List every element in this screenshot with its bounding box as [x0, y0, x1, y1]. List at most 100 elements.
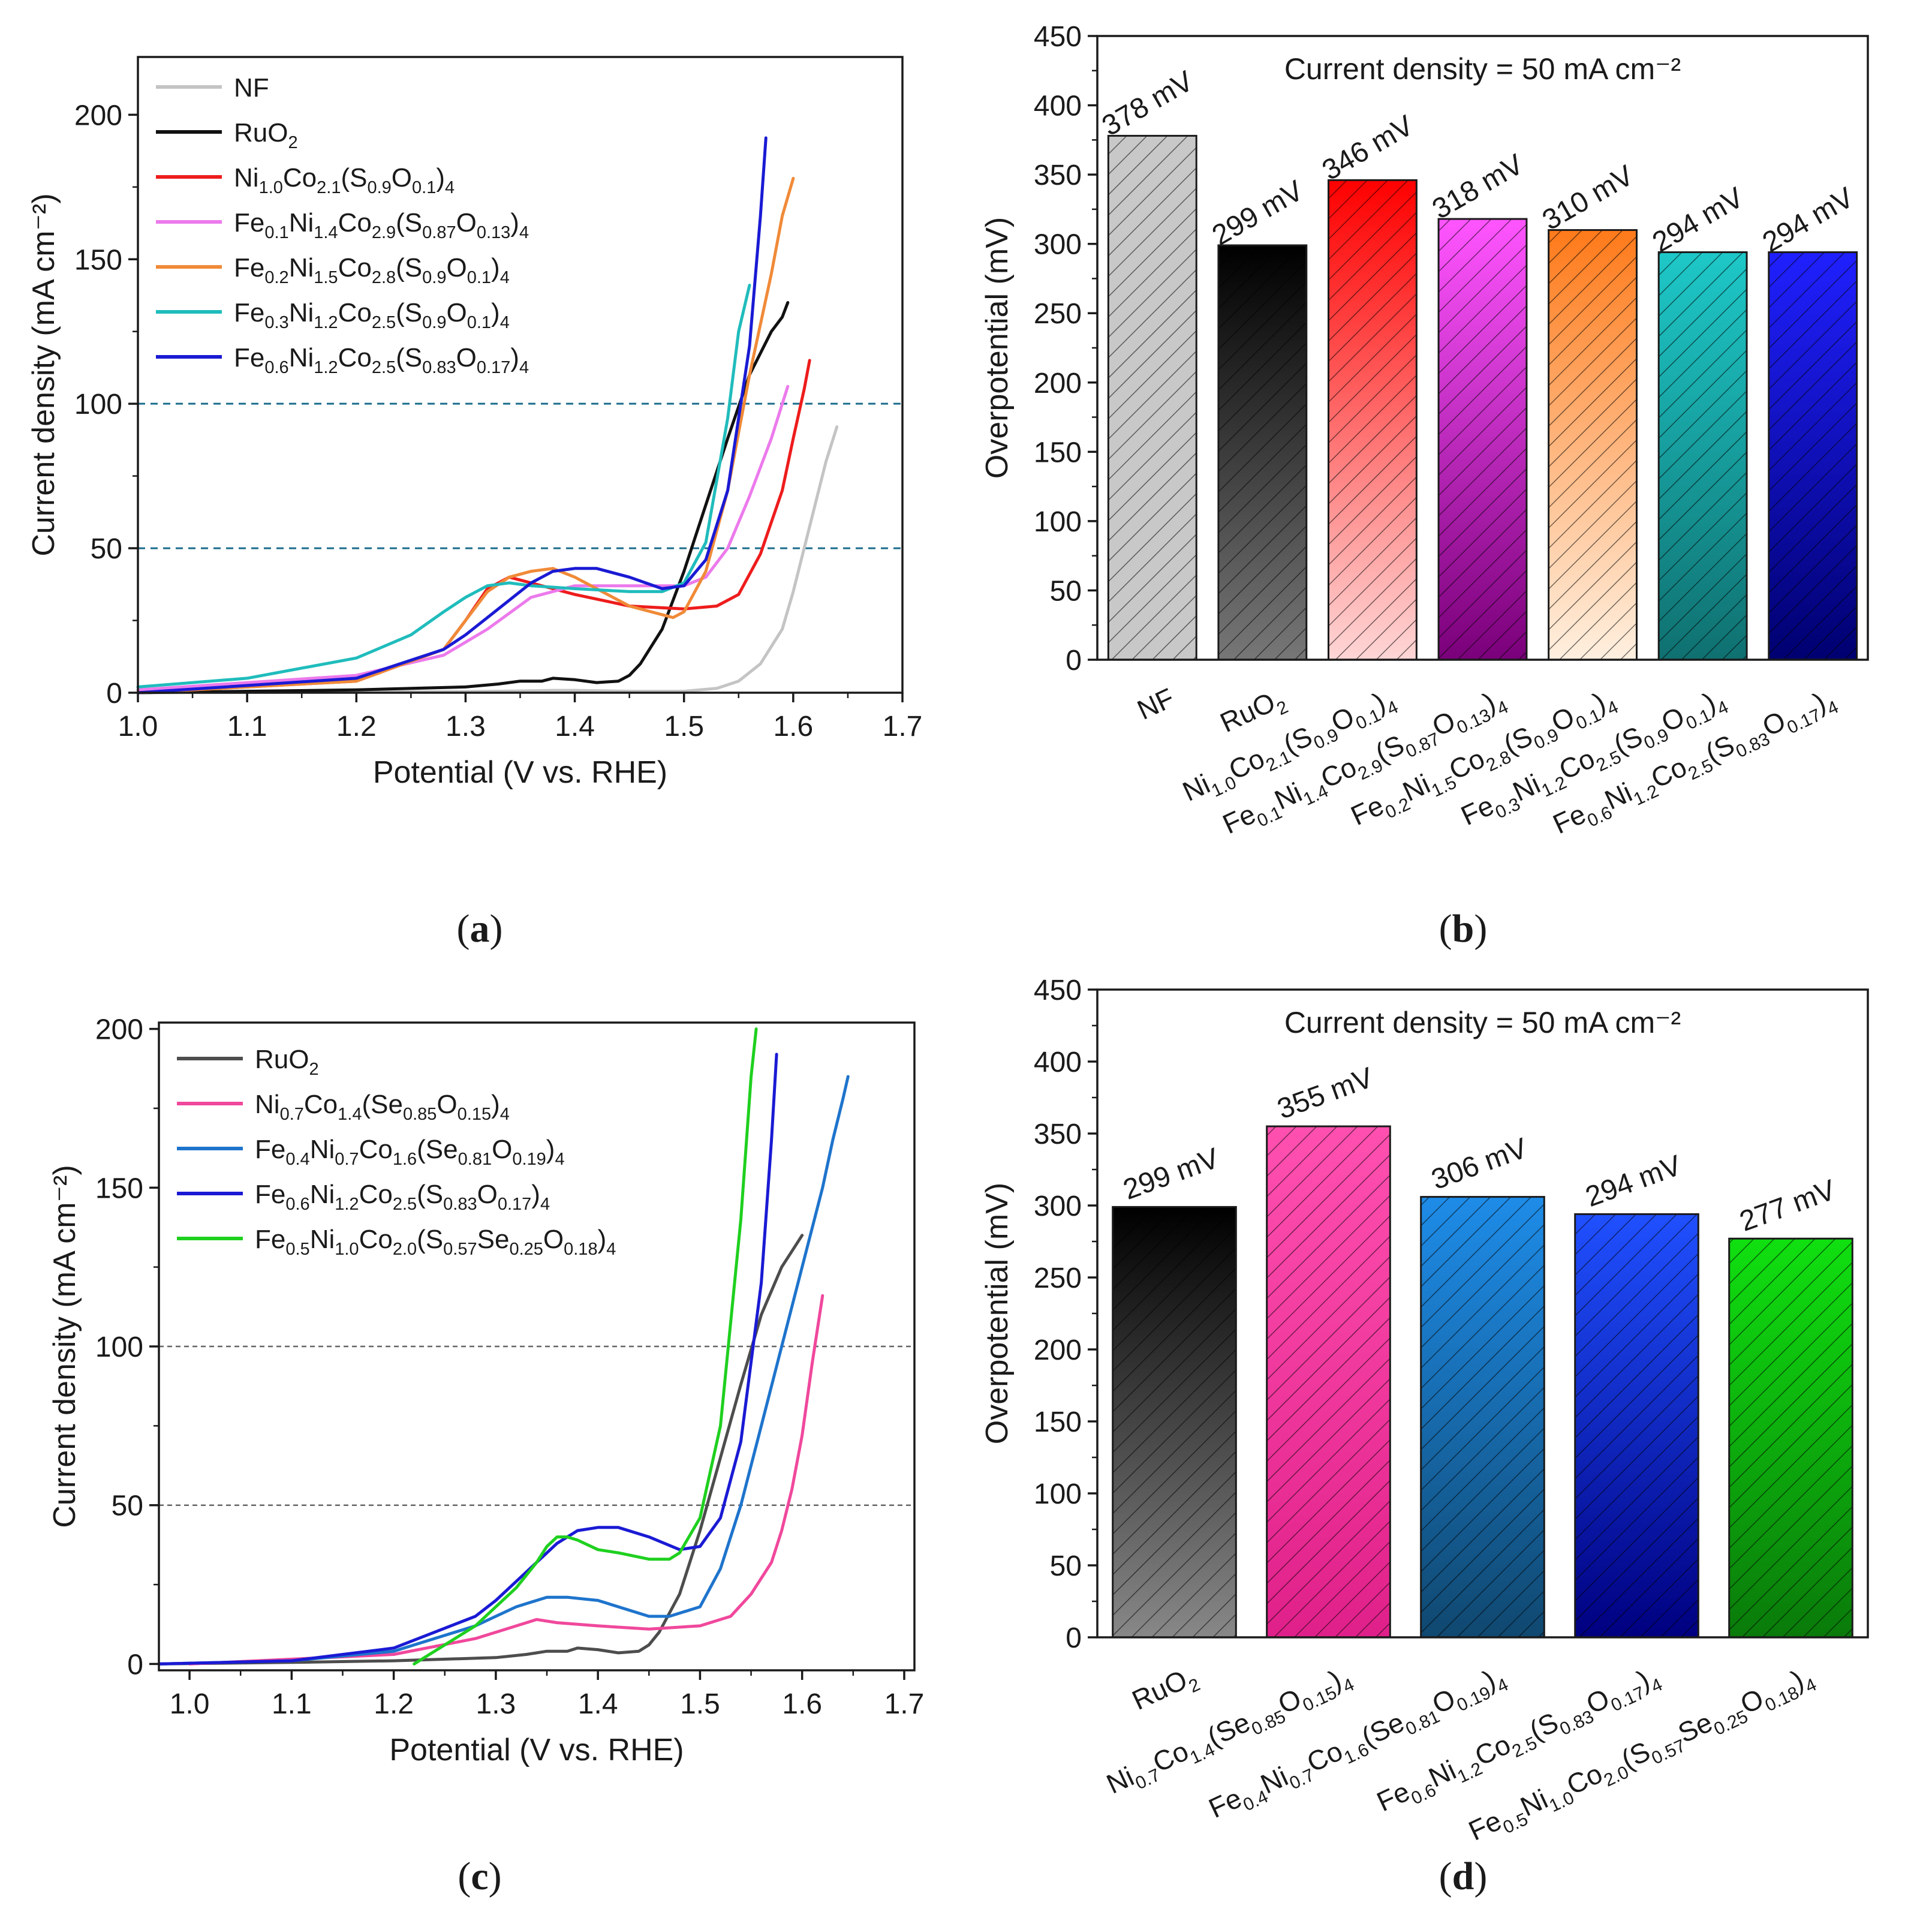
x-tick-label: 1.3 — [446, 711, 486, 742]
bar-value-label: 355 mV — [1273, 1062, 1377, 1125]
bar-hatch — [1328, 179, 1418, 661]
panel-label: (c) — [458, 1854, 501, 1898]
series-line-fe0-4ni0-7co1-6-se0-81o0-19-4 — [157, 1075, 850, 1666]
y-tick-label: 200 — [74, 100, 122, 131]
y-axis-label: Current density (mA cm⁻²) — [47, 1165, 82, 1528]
x-tick-label: 1.0 — [170, 1688, 210, 1720]
legend-label-ni1-0co2-1-s0-9o0-1-4: Ni1.0Co2.1(S0.9O0.1)4 — [234, 163, 455, 197]
bar-value-label: 294 mV — [1647, 182, 1749, 259]
y-tick-label: 300 — [1034, 229, 1082, 261]
panel-label: (b) — [1439, 907, 1488, 951]
y-tick-label: 350 — [1034, 160, 1082, 191]
panel-a: 1.0 1.1 1.2 1.3 1.4 1.5 1.6 1.7 0 50 100 150 200 Pote… — [26, 56, 923, 951]
legend-label-fe0-6ni1-2co2-5-s0-83o0-17-4: Fe0.6Ni1.2Co2.5(S0.83O0.17)4 — [234, 343, 529, 377]
x-tick-label: 1.1 — [227, 711, 267, 742]
bar-hatch — [1266, 1125, 1391, 1639]
bar-value-label: 294 mV — [1581, 1150, 1686, 1213]
legend-label-fe0-5ni1-0co2-0-s0-57se0-25o0-18-4: Fe0.5Ni1.0Co2.0(S0.57Se0.25O0.18)4 — [255, 1225, 616, 1259]
x-axis-label: Potential (V vs. RHE) — [373, 755, 667, 790]
y-axis-label: Overpotential (mV) — [980, 1183, 1015, 1444]
legend-label-fe0-3ni1-2co2-5-s0-9o0-1-4: Fe0.3Ni1.2Co2.5(S0.9O0.1)4 — [234, 298, 510, 332]
y-tick-label: 150 — [74, 244, 122, 276]
current-density-annotation: Current density = 50 mA cm⁻² — [1284, 52, 1681, 86]
bar-hatch — [1420, 1196, 1545, 1639]
y-tick-label: 150 — [1034, 437, 1082, 468]
bar-hatch — [1437, 218, 1528, 661]
y-tick-label: 300 — [1034, 1191, 1082, 1222]
x-tick-label: 1.6 — [782, 1688, 822, 1720]
y-tick-label: 200 — [1034, 368, 1082, 399]
bar-value-label: 294 mV — [1758, 182, 1859, 259]
x-axis-label: Potential (V vs. RHE) — [389, 1733, 684, 1767]
y-tick-label: 400 — [1034, 1047, 1082, 1078]
x-tick-label: 1.2 — [336, 711, 377, 742]
y-tick-label: 50 — [112, 1490, 143, 1522]
legend-label-ruo2: RuO2 — [255, 1045, 319, 1079]
series-line-nf — [136, 425, 839, 695]
series-line-fe0-6ni1-2co2-5-s0-83o0-17-4 — [136, 136, 768, 695]
y-tick-label: 450 — [1034, 21, 1082, 53]
bar-value-label: 310 mV — [1537, 160, 1639, 237]
y-tick-label: 200 — [1034, 1334, 1082, 1366]
category-label-ruo2: RuO2 — [1127, 1660, 1203, 1721]
y-tick-label: 400 — [1034, 91, 1082, 122]
bar-hatch — [1574, 1213, 1699, 1639]
panel-c: 1.0 1.1 1.2 1.3 1.4 1.5 1.6 1.7 0 50 100 150 200 Pote… — [47, 1014, 924, 1898]
legend-label-nf: NF — [234, 73, 269, 103]
y-tick-label: 250 — [1034, 1262, 1082, 1294]
legend-label-fe0-2ni1-5co2-8-s0-9o0-1-4: Fe0.2Ni1.5Co2.8(S0.9O0.1)4 — [234, 253, 510, 287]
series-line-ruo2 — [136, 301, 790, 695]
x-tick-label: 1.7 — [883, 711, 923, 742]
y-tick-label: 0 — [1066, 1622, 1082, 1654]
bar-hatch — [1112, 1205, 1237, 1639]
y-tick-label: 100 — [1034, 506, 1082, 538]
bar-value-label: 299 mV — [1119, 1143, 1223, 1206]
y-tick-label: 250 — [1034, 298, 1082, 330]
series-line-fe0-5ni1-0co2-0-s0-57se0-25o0-18-4 — [413, 1027, 758, 1666]
x-tick-label: 1.6 — [773, 711, 813, 742]
x-tick-label: 1.4 — [555, 711, 595, 742]
legend-label-fe0-4ni0-7co1-6-se0-81o0-19-4: Fe0.4Ni0.7Co1.6(Se0.81O0.19)4 — [255, 1135, 565, 1169]
y-tick-label: 100 — [1034, 1478, 1082, 1510]
category-label-nf: NF — [1132, 682, 1179, 726]
bar-hatch — [1107, 134, 1197, 661]
legend-label-fe0-6ni1-2co2-5-s0-83o0-17-4: Fe0.6Ni1.2Co2.5(S0.83O0.17)4 — [255, 1180, 550, 1214]
category-label-fe0-4ni0-7co1-6-se0-81o0-19-4: Fe0.4Ni0.7Co1.6(Se0.81O0.19)4 — [1204, 1660, 1512, 1829]
legend-label-ruo2: RuO2 — [234, 118, 298, 152]
bar-hatch — [1728, 1237, 1853, 1639]
series-line-fe0-3ni1-2co2-5-s0-9o0-1-4 — [136, 284, 751, 689]
y-tick-label: 0 — [106, 678, 122, 710]
y-tick-label: 150 — [1034, 1406, 1082, 1438]
panel-label: (d) — [1439, 1854, 1488, 1898]
series-line-ruo2 — [157, 1234, 804, 1666]
x-tick-label: 1.1 — [272, 1688, 312, 1720]
y-tick-label: 450 — [1034, 975, 1082, 1006]
bar-value-label: 318 mV — [1427, 148, 1529, 226]
bar-hatch — [1217, 244, 1308, 661]
y-axis-label: Overpotential (mV) — [980, 217, 1015, 479]
y-tick-label: 350 — [1034, 1119, 1082, 1150]
bar-value-label: 346 mV — [1317, 110, 1419, 187]
current-density-annotation: Current density = 50 mA cm⁻² — [1284, 1006, 1681, 1039]
x-tick-label: 1.4 — [578, 1688, 618, 1720]
bar-hatch — [1768, 251, 1858, 661]
y-tick-label: 0 — [127, 1649, 143, 1681]
x-tick-label: 1.5 — [664, 711, 704, 742]
y-axis-label: Current density (mA cm⁻²) — [26, 193, 61, 556]
y-tick-label: 100 — [95, 1331, 143, 1363]
y-tick-label: 50 — [1050, 1550, 1082, 1582]
series-line-fe0-6ni1-2co2-5-s0-83o0-17-4 — [157, 1053, 778, 1666]
x-tick-label: 1.5 — [680, 1688, 720, 1720]
bar-hatch — [1657, 251, 1748, 661]
bar-value-label: 299 mV — [1207, 175, 1309, 252]
panel-label: (a) — [457, 907, 503, 951]
legend-label-fe0-1ni1-4co2-9-s0-87o0-13-4: Fe0.1Ni1.4Co2.9(S0.87O0.13)4 — [234, 208, 529, 242]
bar-value-label: 306 mV — [1427, 1132, 1531, 1196]
y-tick-label: 150 — [95, 1173, 143, 1204]
bar-hatch — [1548, 229, 1638, 661]
x-tick-label: 1.0 — [118, 711, 158, 742]
bar-value-label: 277 mV — [1735, 1174, 1840, 1237]
